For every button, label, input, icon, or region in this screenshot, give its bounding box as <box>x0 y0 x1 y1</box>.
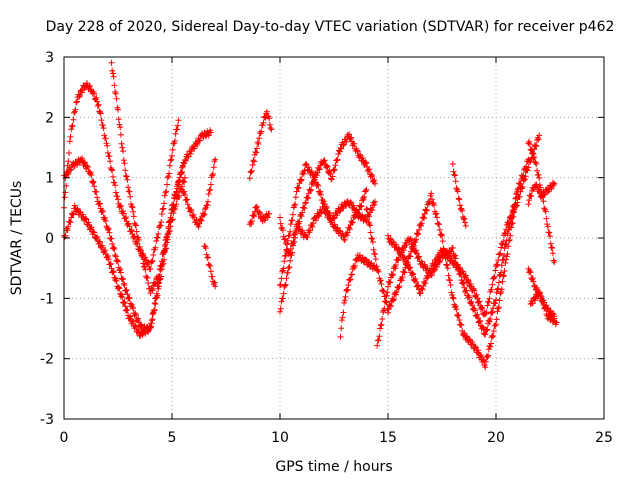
series-track-q <box>525 265 558 320</box>
x-tick-label: 20 <box>487 430 505 446</box>
data-marker-group <box>337 252 378 340</box>
series-track-o <box>385 132 543 318</box>
x-tick-label: 0 <box>60 430 69 446</box>
data-marker-group <box>277 198 378 315</box>
data-marker-group <box>246 203 273 228</box>
plot-grid <box>64 57 604 419</box>
y-tick-label: 2 <box>45 110 54 126</box>
data-marker-group <box>108 59 214 297</box>
y-tick-label: 1 <box>45 171 54 187</box>
series-track-l <box>337 252 378 340</box>
series-track-p <box>449 161 469 229</box>
y-tick-label: 3 <box>45 50 54 66</box>
data-marker-group <box>363 186 521 371</box>
y-tick-label: -1 <box>40 291 54 307</box>
x-axis-label: GPS time / hours <box>275 459 392 475</box>
data-marker-group <box>385 132 543 318</box>
y-tick-label: 0 <box>45 231 54 247</box>
series-track-h <box>246 203 273 228</box>
series-track-g <box>246 108 275 182</box>
series-track-a <box>61 80 182 273</box>
y-axis: -3 -2 -1 0 1 2 3 <box>40 50 604 428</box>
data-marker-group <box>246 108 275 182</box>
data-marker-group <box>527 289 560 328</box>
x-tick-label: 10 <box>271 430 289 446</box>
data-marker-group <box>179 156 219 230</box>
x-axis: 0 5 10 15 20 25 <box>60 57 613 446</box>
series-track-c <box>61 162 186 340</box>
series-track-k <box>277 198 378 315</box>
series-track-e <box>179 156 219 230</box>
data-marker-group <box>61 162 186 340</box>
y-tick-label: -3 <box>40 412 54 428</box>
y-tick-label: -2 <box>40 352 54 368</box>
series-track-m <box>363 186 521 371</box>
series-track-f <box>201 243 219 290</box>
chart-title: Day 228 of 2020, Sidereal Day-to-day VTE… <box>46 19 615 35</box>
x-tick-label: 5 <box>168 430 177 446</box>
x-tick-label: 15 <box>379 430 397 446</box>
data-marker-group <box>61 80 182 273</box>
data-marker-group <box>277 131 378 257</box>
x-tick-label: 25 <box>595 430 613 446</box>
series-track-t <box>527 289 560 328</box>
series-track-s <box>525 138 558 266</box>
data-markers <box>61 59 560 371</box>
data-marker-group <box>201 243 219 290</box>
data-marker-group <box>525 138 558 266</box>
data-marker-group <box>61 155 188 334</box>
series-track-d <box>108 59 214 297</box>
y-axis-label: SDTVAR / TECUs <box>9 181 25 296</box>
series-track-i <box>277 131 378 257</box>
data-marker-group <box>525 265 558 320</box>
data-marker-group <box>449 161 469 229</box>
series-track-b <box>61 155 188 334</box>
